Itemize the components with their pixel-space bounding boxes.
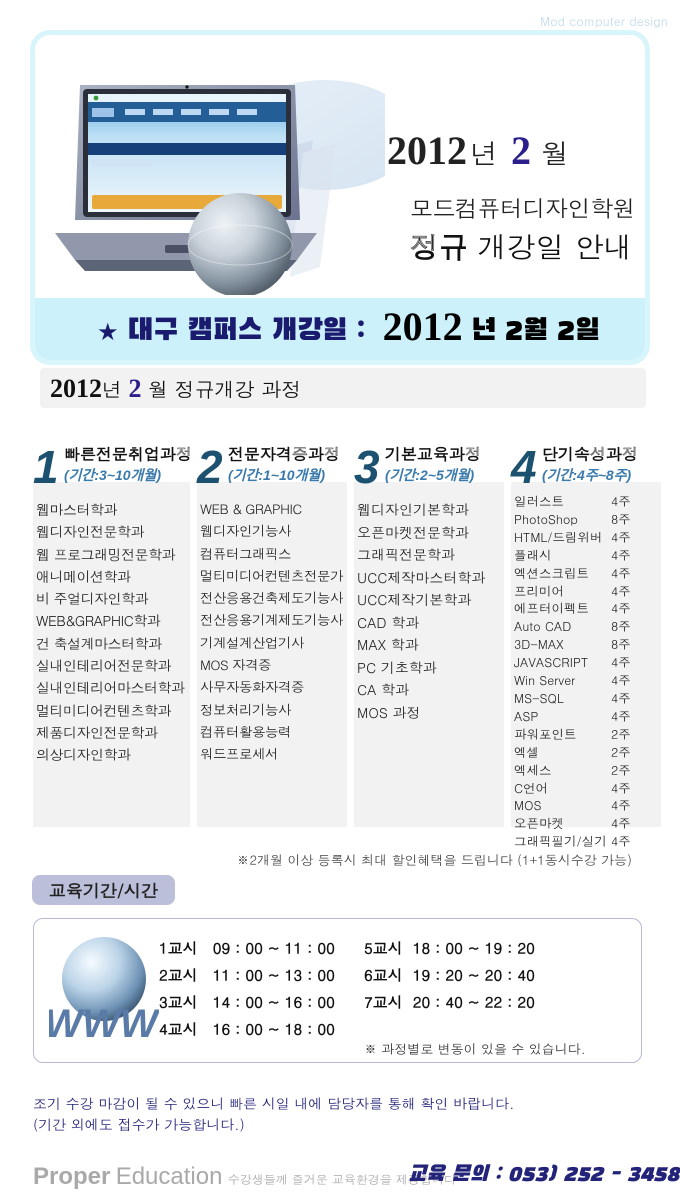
svg-text:WWW: WWW	[49, 1002, 159, 1046]
